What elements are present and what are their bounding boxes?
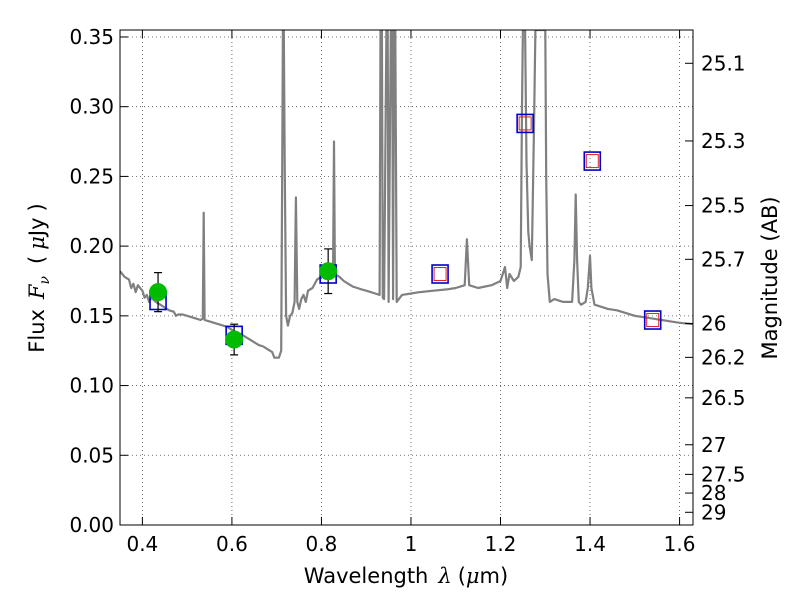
y-axis-label: FluxFν(μJy) xyxy=(25,203,53,352)
y-tick-label: 0.25 xyxy=(69,164,114,188)
y-tick-label: 0.35 xyxy=(69,25,114,49)
x-tick-label: 0.4 xyxy=(126,532,158,556)
x-tick-label: 0.8 xyxy=(306,532,338,556)
axes-layer: 0.4 0.6 0.8 1 1.2 1.4 1.6 0.00 0.05 0.10 0.15 0.20 0… xyxy=(69,25,745,556)
y2-tick-label: 28 xyxy=(701,481,726,505)
x-tick-label: 1.6 xyxy=(664,532,696,556)
y2-tick-label: 25.5 xyxy=(701,194,746,218)
observed-photometry-point xyxy=(225,330,244,349)
upper-limit-marker xyxy=(518,116,532,131)
x-tick-label: 1 xyxy=(405,532,418,556)
spectrum-line xyxy=(120,30,693,359)
y2-tick-label: 27.5 xyxy=(701,462,746,486)
upper-limit-marker xyxy=(646,313,660,328)
upper-limit-marker xyxy=(585,154,599,169)
observed-photometry-point xyxy=(319,262,338,281)
model-photometry-marker xyxy=(431,264,449,284)
y-tick-label: 0.15 xyxy=(69,304,114,328)
y2-tick-label: 29 xyxy=(701,500,726,524)
y-tick-label: 0.30 xyxy=(69,95,114,119)
x-tick-label: 0.6 xyxy=(216,532,248,556)
model-photometry-marker xyxy=(583,151,602,171)
y2-tick-label: 25.7 xyxy=(701,247,746,271)
spectrum-layer xyxy=(120,30,693,359)
upper-limit-marker xyxy=(433,267,447,282)
y2-tick-label: 26 xyxy=(701,311,726,335)
y2-tick-label: 26.2 xyxy=(701,345,746,369)
y2-tick-label: 26.5 xyxy=(701,386,746,410)
model-photometry-marker xyxy=(643,310,662,330)
grid-lines xyxy=(120,30,693,526)
y-tick-label: 0.20 xyxy=(69,234,114,258)
y2-tick-label: 25.3 xyxy=(701,129,746,153)
y-tick-label: 0.00 xyxy=(69,513,114,537)
plot-frame xyxy=(119,29,694,526)
observed-photometry-point xyxy=(149,283,168,302)
y2-axis-label: Magnitude (AB) xyxy=(758,196,782,359)
x-axis-label: Wavelength λ (μm) xyxy=(304,564,508,588)
y2-tick-label: 25.1 xyxy=(701,51,746,75)
x-tick-label: 1.2 xyxy=(485,532,517,556)
y-tick-label: 0.05 xyxy=(69,443,114,467)
y2-tick-label: 27 xyxy=(701,433,726,457)
model-photometry-marker xyxy=(516,113,534,134)
markers-layer xyxy=(149,113,662,356)
y-tick-label: 0.10 xyxy=(69,374,114,398)
x-tick-label: 1.4 xyxy=(574,532,606,556)
